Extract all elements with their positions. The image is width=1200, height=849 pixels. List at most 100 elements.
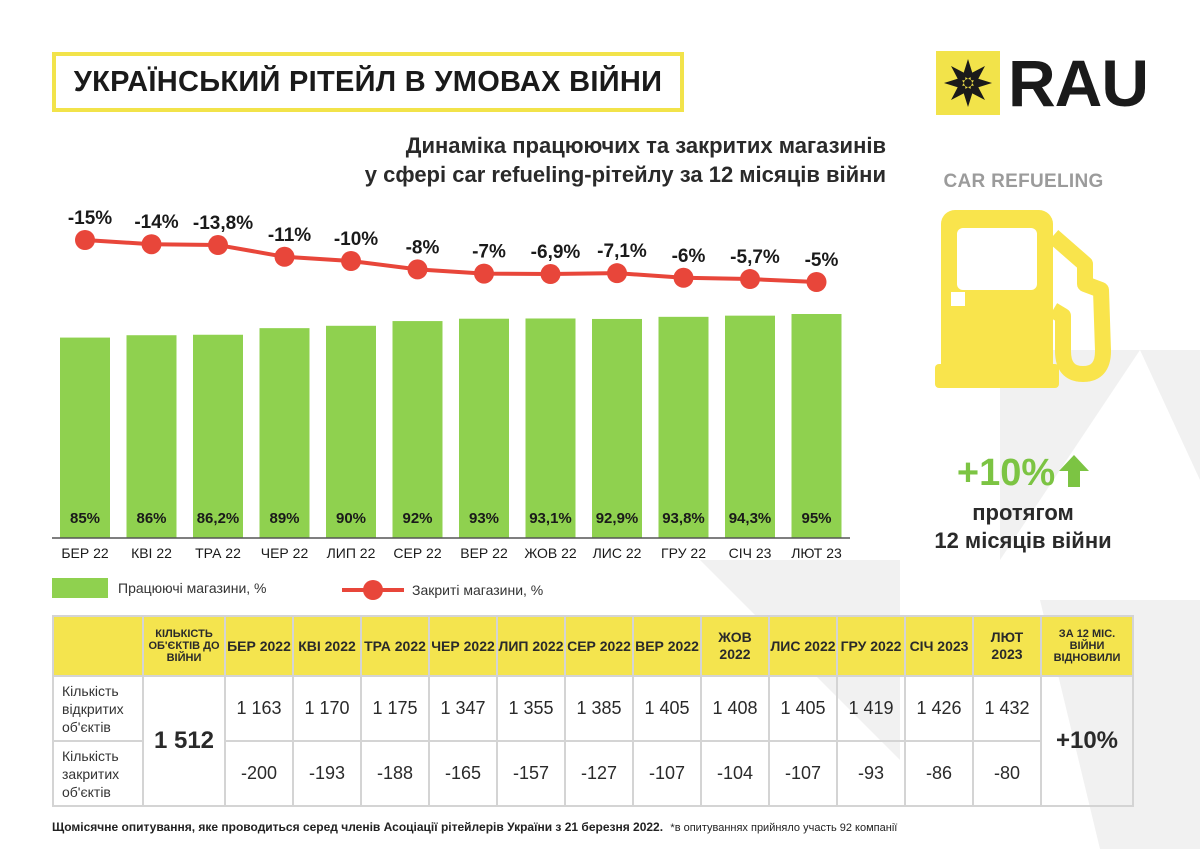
bar bbox=[60, 337, 110, 538]
table-cell: -165 bbox=[428, 740, 498, 807]
table-cell: 1 408 bbox=[700, 675, 770, 742]
base-count-cell: 1 512 bbox=[142, 675, 226, 807]
table-cell: 1 405 bbox=[768, 675, 838, 742]
table-cell: -188 bbox=[360, 740, 430, 807]
table-cell: 1 163 bbox=[224, 675, 294, 742]
table-cell: -104 bbox=[700, 740, 770, 807]
line-point bbox=[740, 269, 760, 290]
line-value-label: -11% bbox=[268, 225, 311, 246]
bar-value-label: 93% bbox=[469, 510, 499, 527]
bar-value-label: 86,2% bbox=[197, 510, 240, 527]
bar-value-label: 90% bbox=[336, 510, 366, 527]
line-value-label: -5,7% bbox=[730, 247, 780, 268]
table-cell: 1 426 bbox=[904, 675, 974, 742]
bar bbox=[126, 335, 177, 538]
x-tick-label: КВІ 22 bbox=[131, 545, 172, 561]
x-tick-label: ЛИП 22 bbox=[327, 545, 376, 561]
table-header-base: КІЛЬКІСТЬ ОБ'ЄКТІВ ДО ВІЙНИ bbox=[142, 615, 226, 677]
x-tick-label: ЛЮТ 23 bbox=[791, 545, 842, 561]
legend-working: Працюючі магазини, % bbox=[52, 578, 267, 598]
table-header-month: ЛИС 2022 bbox=[768, 615, 838, 677]
table-header-month: БЕР 2022 bbox=[224, 615, 294, 677]
line-point bbox=[75, 230, 95, 250]
x-tick-label: ЖОВ 22 bbox=[524, 545, 577, 561]
bar bbox=[259, 328, 310, 538]
line-value-label: -10% bbox=[334, 229, 378, 250]
line-point bbox=[673, 267, 694, 288]
x-tick-label: ВЕР 22 bbox=[460, 545, 508, 561]
bar-value-label: 85% bbox=[70, 510, 100, 527]
growth-caption-line-1: протягом bbox=[972, 500, 1074, 525]
stores-chart: 85% 86% 86,2% 89% 90% 92% 93% 93,1% 92,9% 93,8% 94… bbox=[52, 208, 850, 561]
x-tick-label: ЧЕР 22 bbox=[261, 545, 309, 561]
bar bbox=[193, 334, 243, 538]
table-cell: -200 bbox=[224, 740, 294, 807]
bar bbox=[525, 318, 576, 538]
table-cell: 1 405 bbox=[632, 675, 702, 742]
bar bbox=[791, 314, 842, 538]
subtitle-line-2: у сфері car refueling-рітейлу за 12 міся… bbox=[364, 162, 886, 187]
table-cell: 1 419 bbox=[836, 675, 906, 742]
line-point bbox=[208, 235, 228, 256]
table-header-month: СЕР 2022 bbox=[564, 615, 634, 677]
legend-working-label: Працюючі магазини, % bbox=[118, 580, 267, 596]
table-cell: 1 355 bbox=[496, 675, 566, 742]
x-tick-label: СЕР 22 bbox=[393, 545, 441, 561]
row-label-open: Кількість відкритих об'єктів bbox=[52, 675, 144, 742]
table-header-month: СІЧ 2023 bbox=[904, 615, 974, 677]
stores-table: КІЛЬКІСТЬ ОБ'ЄКТІВ ДО ВІЙНИ БЕР 2022 КВІ… bbox=[52, 615, 1134, 807]
legend-closed-label: Закриті магазини, % bbox=[412, 582, 544, 598]
line-point bbox=[341, 251, 361, 271]
x-tick-label: СІЧ 23 bbox=[729, 545, 772, 561]
bar bbox=[658, 316, 709, 538]
closed-stores-line bbox=[84, 238, 817, 284]
table-cell: 1 432 bbox=[972, 675, 1042, 742]
table-header-month: ТРА 2022 bbox=[360, 615, 430, 677]
page-title: УКРАЇНСЬКИЙ РІТЕЙЛ В УМОВАХ ВІЙНИ bbox=[52, 52, 684, 112]
line-point bbox=[607, 263, 627, 284]
bar bbox=[725, 315, 775, 538]
x-tick-label: ТРА 22 bbox=[195, 545, 241, 561]
table-cell: 1 385 bbox=[564, 675, 634, 742]
bar-value-label: 89% bbox=[269, 510, 299, 527]
table-row-closed: Кількість закритих об'єктів -200 -193 -1… bbox=[52, 740, 1133, 807]
row-label-closed: Кількість закритих об'єктів bbox=[52, 740, 144, 807]
table-cell: -107 bbox=[768, 740, 838, 807]
table-header-total: ЗА 12 МІС. ВІЙНИ ВІДНОВИЛИ bbox=[1040, 615, 1134, 677]
bar bbox=[459, 318, 509, 538]
growth-summary: +10% протягом 12 місяців війни bbox=[918, 452, 1128, 555]
line-value-label: -15% bbox=[68, 208, 112, 229]
table-header-empty bbox=[52, 615, 144, 677]
line-value-label: -14% bbox=[134, 212, 178, 233]
bar bbox=[592, 318, 642, 538]
table-cell: 1 347 bbox=[428, 675, 498, 742]
bar bbox=[392, 321, 443, 538]
table-header-month: ВЕР 2022 bbox=[632, 615, 702, 677]
footnote-main: Щомісячне опитування, яке проводиться се… bbox=[52, 820, 664, 834]
x-tick-label: БЕР 22 bbox=[61, 545, 109, 561]
star-ornament-icon bbox=[936, 51, 1000, 115]
category-label: CAR REFUELING bbox=[943, 171, 1104, 192]
bar-value-label: 93,1% bbox=[529, 510, 572, 527]
line-point bbox=[540, 264, 561, 285]
table-header-month: ЛЮТ 2023 bbox=[972, 615, 1042, 677]
arrow-up-icon bbox=[1059, 455, 1090, 492]
table-header-month: ЧЕР 2022 bbox=[428, 615, 498, 677]
line-value-label: -13,8% bbox=[193, 213, 253, 234]
fuel-pump-icon bbox=[935, 206, 1115, 395]
table-header-month: ЖОВ 2022 bbox=[700, 615, 770, 677]
table-cell: -93 bbox=[836, 740, 906, 807]
table-cell: 1 170 bbox=[292, 675, 362, 742]
table-cell: -193 bbox=[292, 740, 362, 807]
chart-subtitle: Динаміка працюючих та закритих магазинів… bbox=[200, 131, 886, 189]
line-value-label: -8% bbox=[406, 237, 440, 258]
line-point bbox=[806, 272, 827, 292]
table-cell: -86 bbox=[904, 740, 974, 807]
line-point bbox=[141, 234, 162, 255]
line-value-label: -7% bbox=[472, 242, 506, 263]
bar-value-label: 93,8% bbox=[662, 510, 705, 527]
table-cell: -157 bbox=[496, 740, 566, 807]
footnote: Щомісячне опитування, яке проводиться се… bbox=[52, 820, 897, 834]
line-value-label: -6,9% bbox=[531, 242, 581, 263]
line-value-label: -7,1% bbox=[597, 241, 647, 262]
